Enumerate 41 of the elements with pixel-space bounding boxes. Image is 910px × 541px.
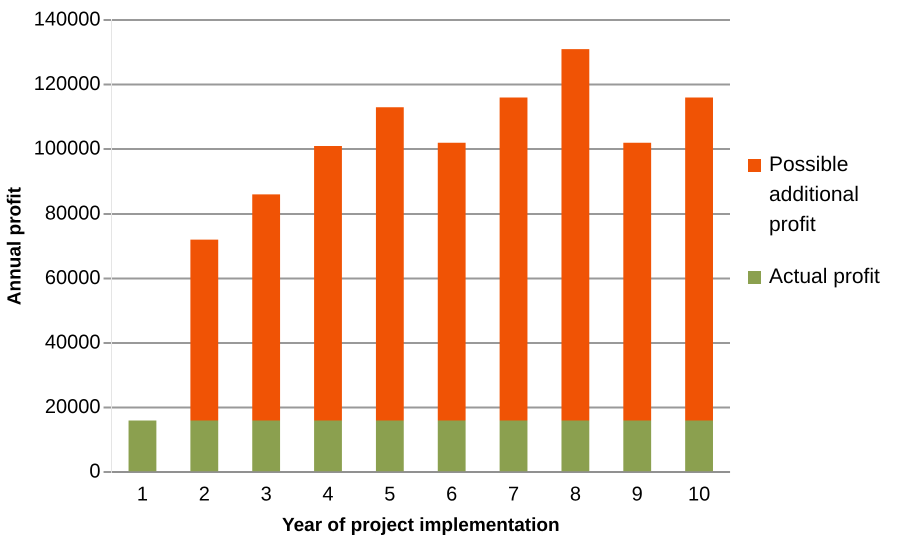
bar	[314, 146, 342, 421]
bar	[500, 420, 528, 472]
legend-label: Actual profit	[769, 264, 880, 290]
x-tick-label: 8	[570, 484, 581, 506]
bar	[623, 420, 652, 472]
bar	[685, 98, 713, 421]
legend-label: Possible additional profit	[769, 152, 860, 238]
bar	[376, 420, 404, 472]
y-tick-label: 120000	[34, 73, 101, 96]
x-tick-label: 2	[198, 484, 210, 506]
bar	[561, 49, 590, 421]
bar	[128, 420, 156, 472]
x-tick-label: 9	[632, 484, 643, 506]
y-tick-label: 60000	[44, 266, 101, 289]
y-tick-label: 20000	[44, 396, 101, 418]
bar	[252, 194, 280, 421]
x-tick-label: 10	[688, 484, 710, 506]
bar	[190, 240, 218, 421]
bar	[438, 142, 466, 421]
y-tick-label: 140000	[34, 8, 101, 31]
bar	[685, 420, 713, 472]
bar	[190, 420, 218, 472]
x-tick-label: 5	[384, 484, 396, 506]
x-tick-label: 4	[322, 484, 334, 506]
y-tick-label: 40000	[44, 332, 101, 354]
x-tick-label: 7	[508, 484, 520, 506]
y-tick-label: 80000	[44, 202, 101, 224]
x-tick-label: 3	[260, 484, 272, 506]
x-tick-label: 6	[446, 484, 458, 506]
x-tick-label: 1	[136, 484, 148, 506]
y-axis-title: Annual profit	[4, 186, 26, 306]
x-axis-title: Year of project implementation	[282, 514, 560, 536]
bar	[623, 142, 652, 421]
y-tick-label: 100000	[34, 138, 101, 160]
bar	[314, 420, 342, 472]
y-tick-label: 0	[89, 460, 101, 483]
bar	[438, 420, 466, 472]
bar	[376, 107, 404, 421]
bar	[252, 420, 280, 472]
bar	[561, 420, 590, 472]
bar	[500, 98, 528, 421]
